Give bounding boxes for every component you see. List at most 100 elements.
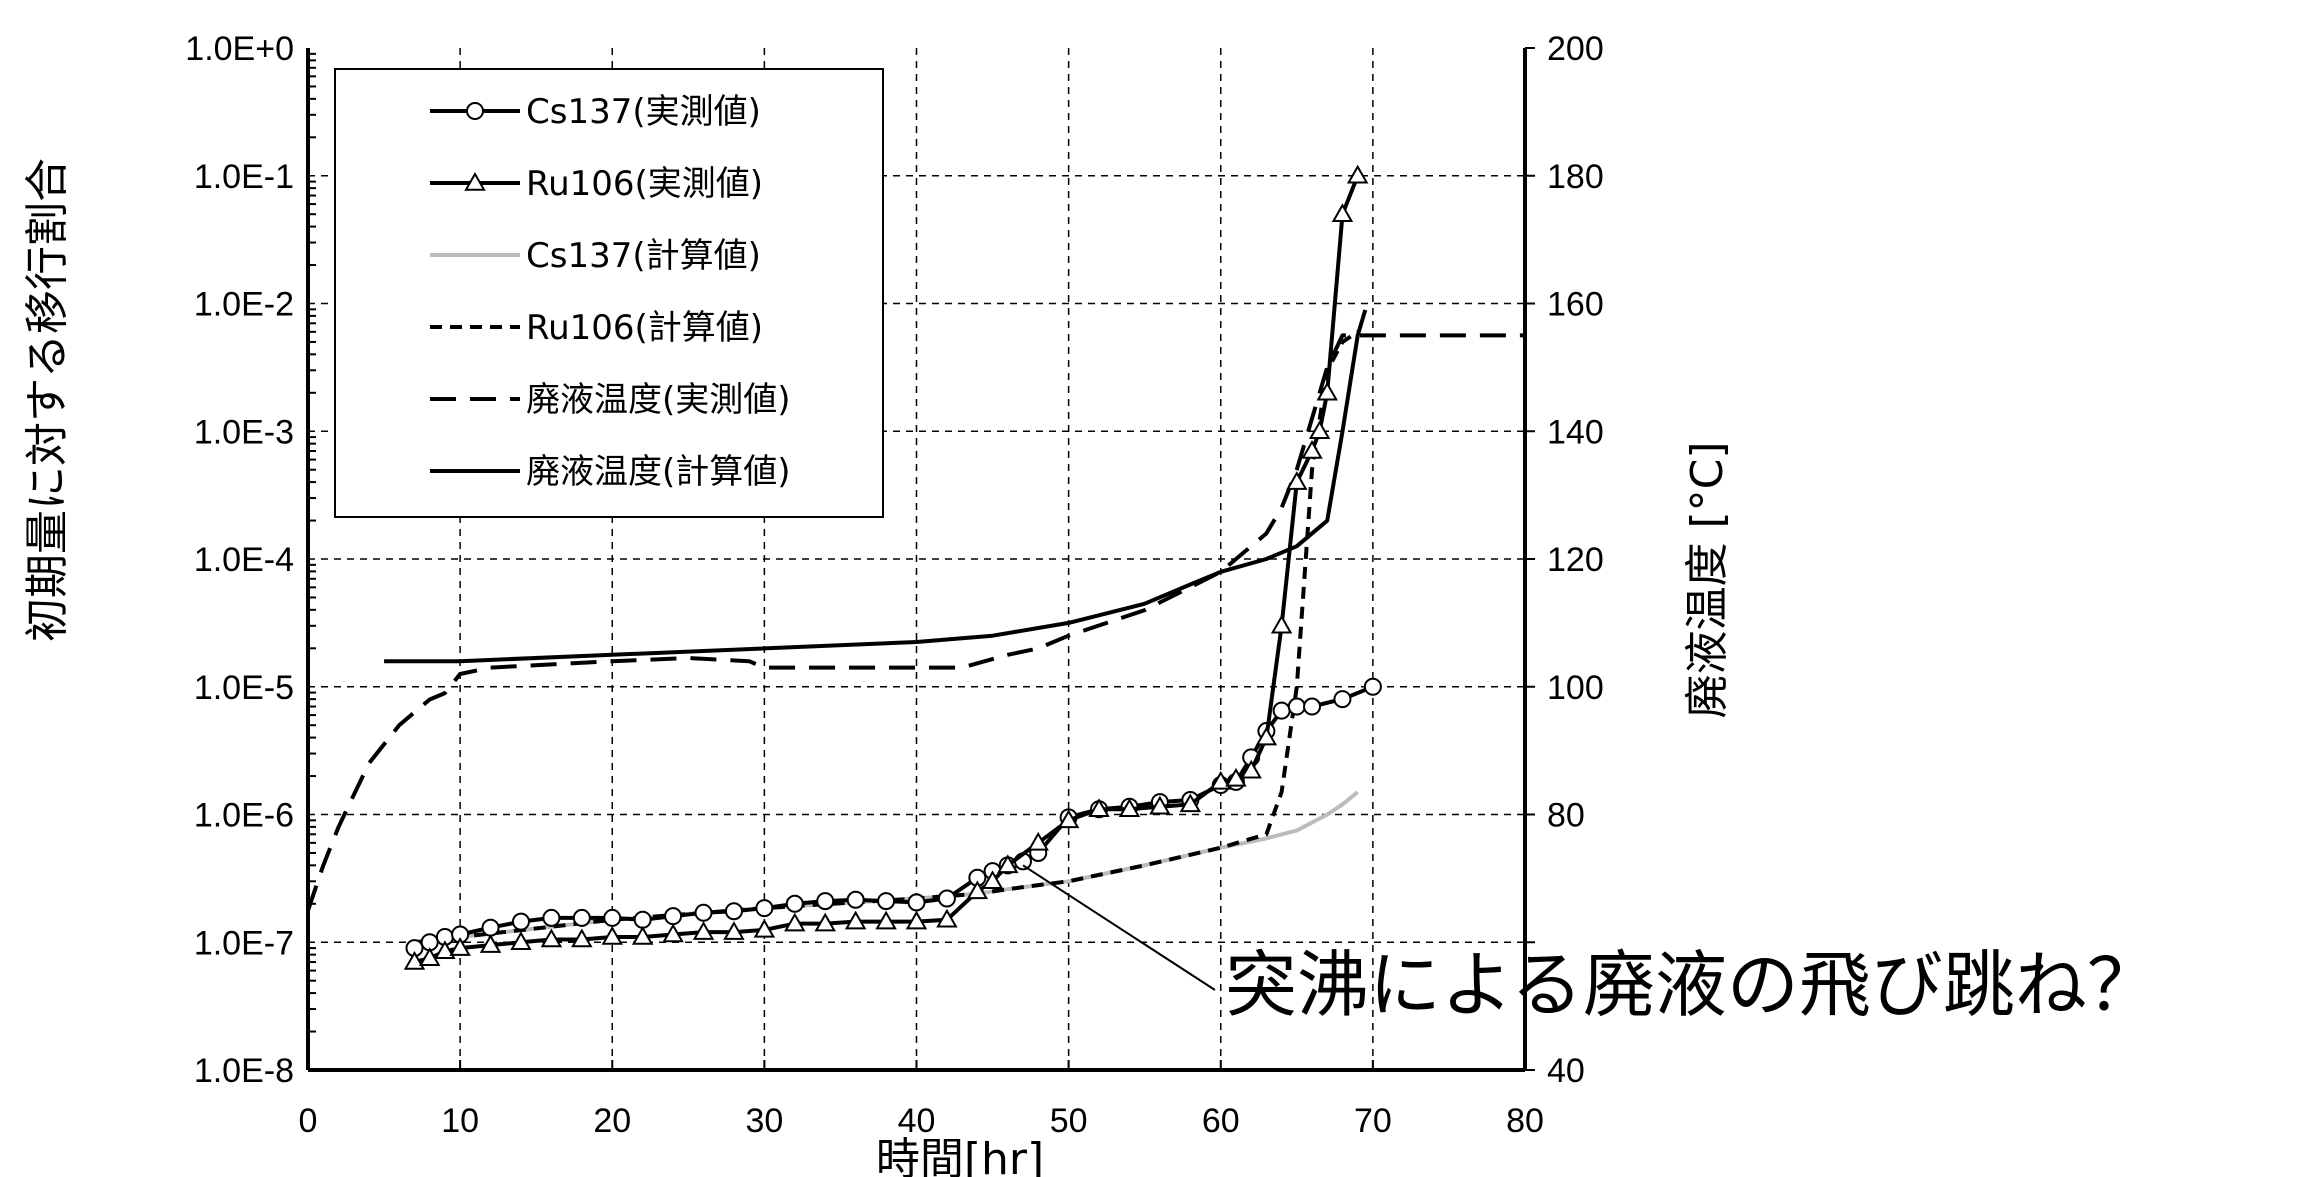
legend-marker: [464, 171, 486, 191]
data-point: [784, 912, 806, 932]
data-point: [966, 880, 989, 900]
y-right-tick-label: 120: [1547, 541, 1604, 579]
data-point: [1333, 690, 1352, 709]
legend-box: [334, 68, 884, 518]
data-point: [479, 934, 502, 953]
data-point: [631, 925, 654, 945]
data-point: [1272, 701, 1291, 720]
data-point: [603, 908, 622, 927]
data-point: [1210, 770, 1232, 790]
y-left-tick-label: 1.0E-2: [194, 286, 294, 324]
y-right-tick-label: 80: [1547, 797, 1585, 835]
data-point: [1303, 697, 1322, 716]
x-tick-label: 10: [441, 1102, 479, 1140]
series-line: [413, 684, 1374, 950]
y-left-tick-label: 1.0E+0: [185, 30, 294, 68]
y-right-tick-label: 40: [1547, 1052, 1585, 1090]
data-point: [572, 908, 591, 927]
data-point: [723, 921, 745, 940]
x-axis-title: 時間[hr]: [876, 1134, 1044, 1177]
data-point: [1287, 697, 1306, 716]
x-tick-label: 80: [1506, 1102, 1544, 1140]
series-line: [384, 309, 1368, 664]
data-point: [1240, 759, 1262, 779]
x-tick-label: 60: [1202, 1102, 1240, 1140]
data-point: [418, 947, 441, 966]
data-point: [1308, 420, 1331, 439]
data-point: [511, 912, 530, 931]
x-tick-label: 40: [898, 1102, 936, 1140]
legend-label: Cs137(実測値): [526, 92, 761, 132]
data-point: [755, 899, 774, 918]
data-point: [601, 925, 623, 945]
legend-label: Cs137(計算値): [526, 236, 761, 276]
data-point: [694, 903, 713, 922]
x-tick-label: 20: [593, 1102, 631, 1140]
y-left-tick-label: 1.0E-3: [194, 413, 294, 451]
tick-labels: 0 10 20 30 40 50 60 70 80 1.0E+0 1.0E-1 1.0E-2 1.0E-…: [185, 30, 1603, 1140]
legend-label: Ru106(実測値): [526, 164, 763, 204]
data-point: [877, 892, 896, 911]
data-point: [997, 854, 1019, 874]
data-point: [936, 908, 958, 928]
data-point: [633, 910, 652, 929]
data-point: [1346, 164, 1369, 184]
data-point: [449, 937, 471, 956]
data-point: [510, 931, 532, 950]
data-point: [1118, 798, 1141, 817]
data-point: [1316, 381, 1338, 401]
y-right-axis-title: 廃液温度 [°C]: [1682, 441, 1733, 718]
data-point: [844, 910, 867, 930]
data-point: [692, 921, 715, 940]
annotation-text: 突沸による廃液の飛び跳ね？: [1225, 943, 2159, 1027]
data-point: [1225, 767, 1247, 787]
legend-label: Ru106(計算値): [526, 308, 763, 348]
y-left-tick-label: 1.0E-4: [194, 541, 294, 579]
data-point: [1057, 809, 1080, 829]
y-right-tick-label: 160: [1547, 286, 1604, 324]
axes: [306, 47, 1535, 1072]
data-point: [571, 928, 593, 948]
legend: Cs137(実測値) Ru106(実測値) Cs137(計算値) Ru106(計算値)…: [334, 68, 884, 518]
y-left-tick-label: 1.0E-8: [194, 1052, 294, 1090]
y-right-tick-label: 180: [1547, 158, 1604, 196]
data-point: [981, 870, 1004, 890]
data-point: [540, 928, 563, 948]
data-point: [662, 923, 684, 943]
legend-label: 廃液温度(実測値): [526, 380, 791, 420]
data-point: [1149, 795, 1171, 815]
annotation-leader-line: [1022, 864, 1216, 991]
y-right-tick-label: 140: [1547, 413, 1604, 451]
annotation: 突沸による廃液の飛び跳ね？: [1022, 864, 2159, 1027]
data-point: [1270, 614, 1293, 634]
plot-series: [306, 164, 1525, 970]
series-line: [414, 175, 1360, 964]
data-point: [785, 894, 804, 913]
y-right-tick-label: 100: [1547, 669, 1604, 707]
legend-label: 廃液温度(計算値): [526, 452, 791, 492]
data-point: [814, 912, 836, 932]
data-point: [403, 951, 426, 970]
data-point: [1027, 831, 1049, 851]
data-point: [907, 893, 926, 912]
data-point: [875, 910, 897, 930]
y-left-tick-label: 1.0E-6: [194, 797, 294, 835]
data-point: [937, 889, 956, 908]
data-point: [846, 890, 865, 909]
x-tick-label: 70: [1354, 1102, 1392, 1140]
data-point: [1088, 798, 1110, 817]
data-point: [1255, 726, 1278, 746]
data-point: [905, 910, 928, 930]
y-left-tick-label: 1.0E-5: [194, 669, 294, 707]
data-point: [1301, 440, 1323, 459]
data-point: [481, 918, 500, 937]
x-tick-label: 50: [1050, 1102, 1088, 1140]
legend-marker: [466, 102, 484, 120]
data-point: [1286, 471, 1308, 490]
data-point: [542, 908, 561, 927]
x-tick-label: 0: [299, 1102, 318, 1140]
data-point: [434, 940, 456, 960]
data-point: [816, 892, 835, 911]
y-left-tick-label: 1.0E-7: [194, 924, 294, 962]
